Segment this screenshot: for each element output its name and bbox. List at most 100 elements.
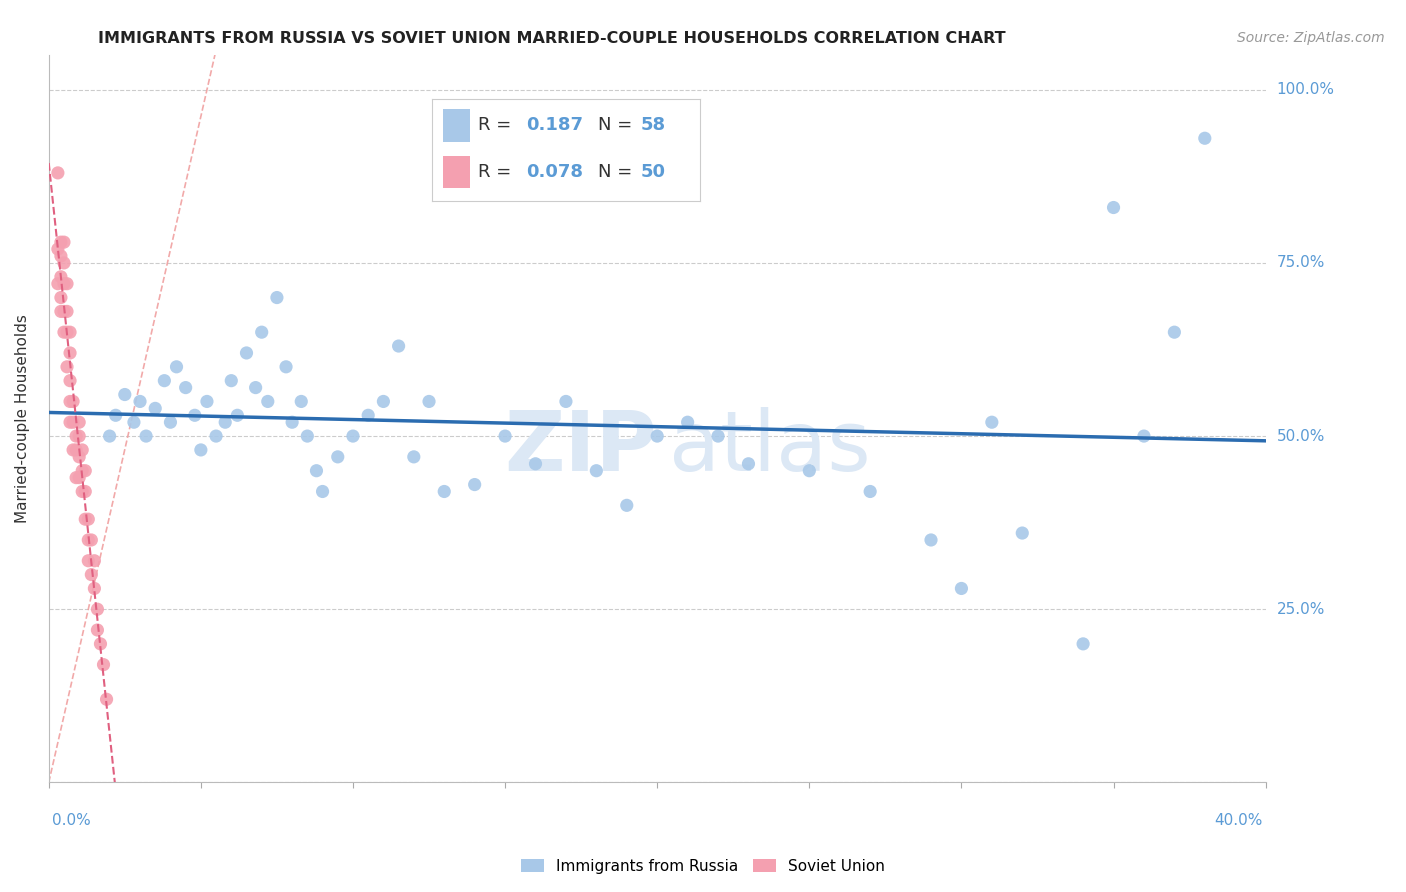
- Point: [859, 484, 882, 499]
- Point: [373, 394, 395, 409]
- Point: [70, 442, 93, 457]
- Legend: Immigrants from Russia, Soviet Union: Immigrants from Russia, Soviet Union: [515, 853, 891, 880]
- Point: [1163, 325, 1185, 339]
- Point: [52, 325, 75, 339]
- Point: [52, 277, 75, 291]
- Point: [174, 381, 197, 395]
- Point: [93, 657, 115, 672]
- Point: [59, 325, 82, 339]
- Point: [250, 325, 273, 339]
- Text: Source: ZipAtlas.com: Source: ZipAtlas.com: [1237, 31, 1385, 45]
- Text: 40.0%: 40.0%: [1215, 813, 1263, 828]
- Point: [104, 409, 127, 423]
- Point: [67, 450, 90, 464]
- Point: [59, 394, 82, 409]
- Text: IMMIGRANTS FROM RUSSIA VS SOVIET UNION MARRIED-COUPLE HOUSEHOLDS CORRELATION CHA: IMMIGRANTS FROM RUSSIA VS SOVIET UNION M…: [98, 31, 1007, 46]
- Point: [326, 450, 349, 464]
- Point: [77, 554, 100, 568]
- Point: [920, 533, 942, 547]
- Point: [86, 602, 108, 616]
- Point: [49, 291, 72, 305]
- Point: [80, 533, 103, 547]
- Text: 100.0%: 100.0%: [1277, 82, 1334, 97]
- Point: [433, 484, 456, 499]
- Text: 75.0%: 75.0%: [1277, 255, 1324, 270]
- Point: [418, 394, 440, 409]
- Point: [49, 249, 72, 263]
- Point: [49, 235, 72, 249]
- Point: [494, 429, 516, 443]
- Point: [80, 567, 103, 582]
- Point: [555, 394, 578, 409]
- Point: [114, 387, 136, 401]
- Point: [290, 394, 312, 409]
- Point: [83, 582, 105, 596]
- Point: [305, 464, 328, 478]
- Point: [65, 429, 87, 443]
- Point: [75, 464, 97, 478]
- Point: [96, 692, 118, 706]
- Point: [59, 374, 82, 388]
- Point: [77, 512, 100, 526]
- Point: [166, 359, 188, 374]
- Y-axis label: Married-couple Households: Married-couple Households: [15, 314, 30, 524]
- Point: [205, 429, 228, 443]
- Point: [1102, 201, 1125, 215]
- Text: atlas: atlas: [669, 408, 872, 488]
- Point: [77, 533, 100, 547]
- Point: [67, 470, 90, 484]
- Point: [388, 339, 411, 353]
- Point: [274, 359, 297, 374]
- Point: [65, 470, 87, 484]
- Point: [464, 477, 486, 491]
- Point: [122, 415, 145, 429]
- Point: [616, 499, 638, 513]
- Point: [153, 374, 176, 388]
- Point: [143, 401, 166, 416]
- Point: [52, 256, 75, 270]
- Point: [950, 582, 973, 596]
- Point: [46, 277, 69, 291]
- Point: [56, 277, 79, 291]
- Point: [70, 484, 93, 499]
- Point: [676, 415, 699, 429]
- Point: [342, 429, 364, 443]
- Point: [62, 415, 84, 429]
- Point: [311, 484, 333, 499]
- Point: [56, 359, 79, 374]
- Point: [89, 637, 111, 651]
- Point: [83, 554, 105, 568]
- Point: [98, 429, 121, 443]
- Point: [281, 415, 304, 429]
- Text: 50.0%: 50.0%: [1277, 428, 1324, 443]
- Point: [585, 464, 607, 478]
- Point: [266, 291, 288, 305]
- Point: [524, 457, 547, 471]
- Point: [245, 381, 267, 395]
- Point: [184, 409, 207, 423]
- Point: [402, 450, 425, 464]
- Point: [59, 415, 82, 429]
- Point: [75, 484, 97, 499]
- Point: [52, 304, 75, 318]
- Point: [645, 429, 668, 443]
- Point: [256, 394, 278, 409]
- Text: ZIP: ZIP: [505, 408, 657, 488]
- Point: [67, 415, 90, 429]
- Point: [1011, 526, 1033, 541]
- Point: [195, 394, 218, 409]
- Point: [214, 415, 236, 429]
- Point: [297, 429, 319, 443]
- Point: [70, 464, 93, 478]
- Point: [219, 374, 242, 388]
- Point: [49, 269, 72, 284]
- Text: 25.0%: 25.0%: [1277, 602, 1324, 616]
- Point: [357, 409, 380, 423]
- Point: [1133, 429, 1156, 443]
- Point: [1194, 131, 1216, 145]
- Point: [59, 346, 82, 360]
- Point: [46, 166, 69, 180]
- Point: [52, 235, 75, 249]
- Point: [707, 429, 730, 443]
- Point: [49, 304, 72, 318]
